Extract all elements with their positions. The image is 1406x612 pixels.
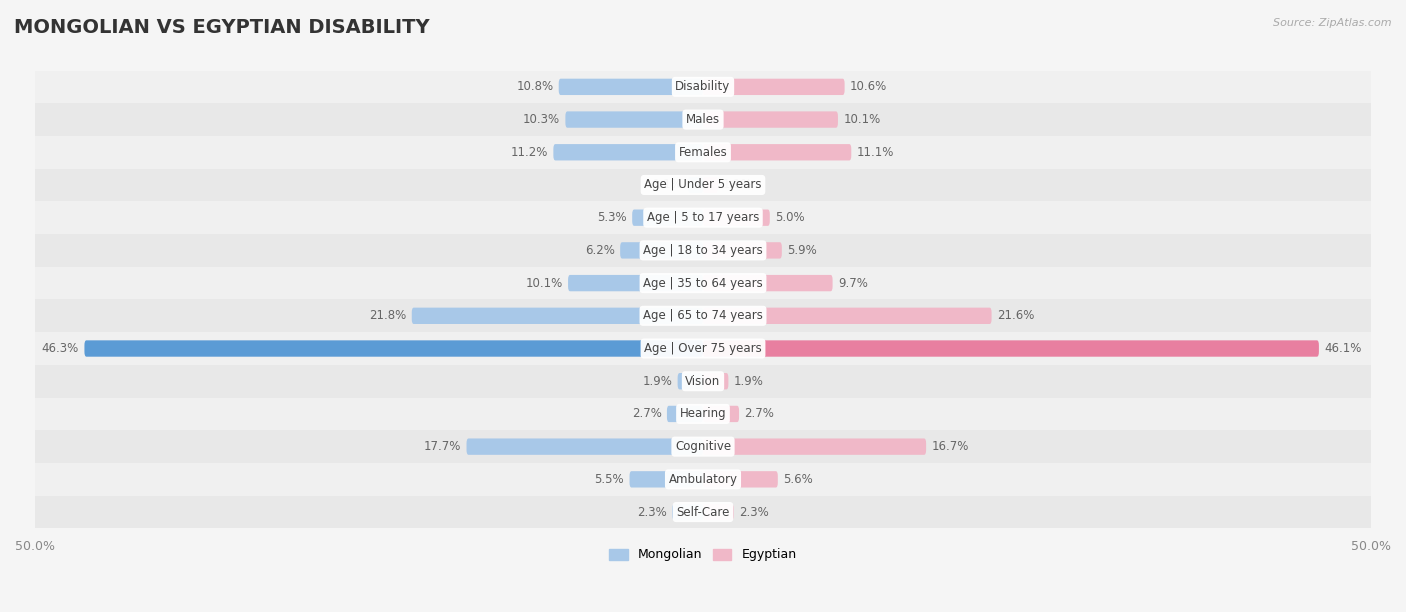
Text: 16.7%: 16.7% [931,440,969,453]
FancyBboxPatch shape [412,308,703,324]
FancyBboxPatch shape [84,340,703,357]
FancyBboxPatch shape [630,471,703,488]
Text: Age | 5 to 17 years: Age | 5 to 17 years [647,211,759,224]
Text: Age | 35 to 64 years: Age | 35 to 64 years [643,277,763,289]
Bar [35,103,1371,136]
Text: 21.6%: 21.6% [997,309,1035,323]
Bar [35,365,1371,398]
FancyBboxPatch shape [703,177,717,193]
FancyBboxPatch shape [467,438,703,455]
Bar [35,70,1371,103]
Bar [35,463,1371,496]
FancyBboxPatch shape [620,242,703,259]
FancyBboxPatch shape [703,471,778,488]
Bar [35,234,1371,267]
FancyBboxPatch shape [633,209,703,226]
FancyBboxPatch shape [703,144,851,160]
Bar [35,398,1371,430]
Bar [35,496,1371,528]
Text: 10.3%: 10.3% [523,113,560,126]
Text: 6.2%: 6.2% [585,244,614,257]
Text: Age | 65 to 74 years: Age | 65 to 74 years [643,309,763,323]
Text: Hearing: Hearing [679,408,727,420]
Text: 1.9%: 1.9% [734,375,763,388]
Bar [35,169,1371,201]
Text: 11.1%: 11.1% [856,146,894,159]
Text: 1.1%: 1.1% [652,179,683,192]
Text: 2.3%: 2.3% [740,506,769,518]
Text: Self-Care: Self-Care [676,506,730,518]
FancyBboxPatch shape [568,275,703,291]
Text: 5.0%: 5.0% [775,211,804,224]
Text: 21.8%: 21.8% [370,309,406,323]
FancyBboxPatch shape [558,79,703,95]
FancyBboxPatch shape [554,144,703,160]
Text: 10.8%: 10.8% [516,80,554,94]
Text: 5.3%: 5.3% [598,211,627,224]
FancyBboxPatch shape [672,504,703,520]
Bar [35,299,1371,332]
Text: MONGOLIAN VS EGYPTIAN DISABILITY: MONGOLIAN VS EGYPTIAN DISABILITY [14,18,430,37]
Text: 17.7%: 17.7% [423,440,461,453]
FancyBboxPatch shape [703,111,838,128]
FancyBboxPatch shape [703,504,734,520]
Text: Age | Over 75 years: Age | Over 75 years [644,342,762,355]
FancyBboxPatch shape [565,111,703,128]
Text: 46.3%: 46.3% [42,342,79,355]
Bar [35,267,1371,299]
FancyBboxPatch shape [703,209,770,226]
FancyBboxPatch shape [689,177,703,193]
FancyBboxPatch shape [666,406,703,422]
Text: Males: Males [686,113,720,126]
Text: 1.1%: 1.1% [723,179,754,192]
Text: Disability: Disability [675,80,731,94]
Text: 2.3%: 2.3% [637,506,666,518]
FancyBboxPatch shape [678,373,703,389]
Text: 1.9%: 1.9% [643,375,672,388]
Legend: Mongolian, Egyptian: Mongolian, Egyptian [605,543,801,566]
Bar [35,430,1371,463]
Text: 10.1%: 10.1% [526,277,562,289]
Text: 2.7%: 2.7% [631,408,662,420]
Text: 46.1%: 46.1% [1324,342,1361,355]
Bar [35,201,1371,234]
FancyBboxPatch shape [703,373,728,389]
Text: Age | 18 to 34 years: Age | 18 to 34 years [643,244,763,257]
Text: 5.6%: 5.6% [783,473,813,486]
Text: 11.2%: 11.2% [510,146,548,159]
Text: 10.1%: 10.1% [844,113,880,126]
FancyBboxPatch shape [703,79,845,95]
Text: Ambulatory: Ambulatory [668,473,738,486]
Text: 5.9%: 5.9% [787,244,817,257]
FancyBboxPatch shape [703,406,740,422]
Text: Age | Under 5 years: Age | Under 5 years [644,179,762,192]
Text: 5.5%: 5.5% [595,473,624,486]
Bar [35,136,1371,169]
Text: 10.6%: 10.6% [851,80,887,94]
Text: Females: Females [679,146,727,159]
Text: Vision: Vision [685,375,721,388]
FancyBboxPatch shape [703,438,927,455]
FancyBboxPatch shape [703,275,832,291]
Text: Source: ZipAtlas.com: Source: ZipAtlas.com [1274,18,1392,28]
Text: Cognitive: Cognitive [675,440,731,453]
Text: 2.7%: 2.7% [744,408,775,420]
FancyBboxPatch shape [703,242,782,259]
FancyBboxPatch shape [703,340,1319,357]
Text: 9.7%: 9.7% [838,277,868,289]
Bar [35,332,1371,365]
FancyBboxPatch shape [703,308,991,324]
